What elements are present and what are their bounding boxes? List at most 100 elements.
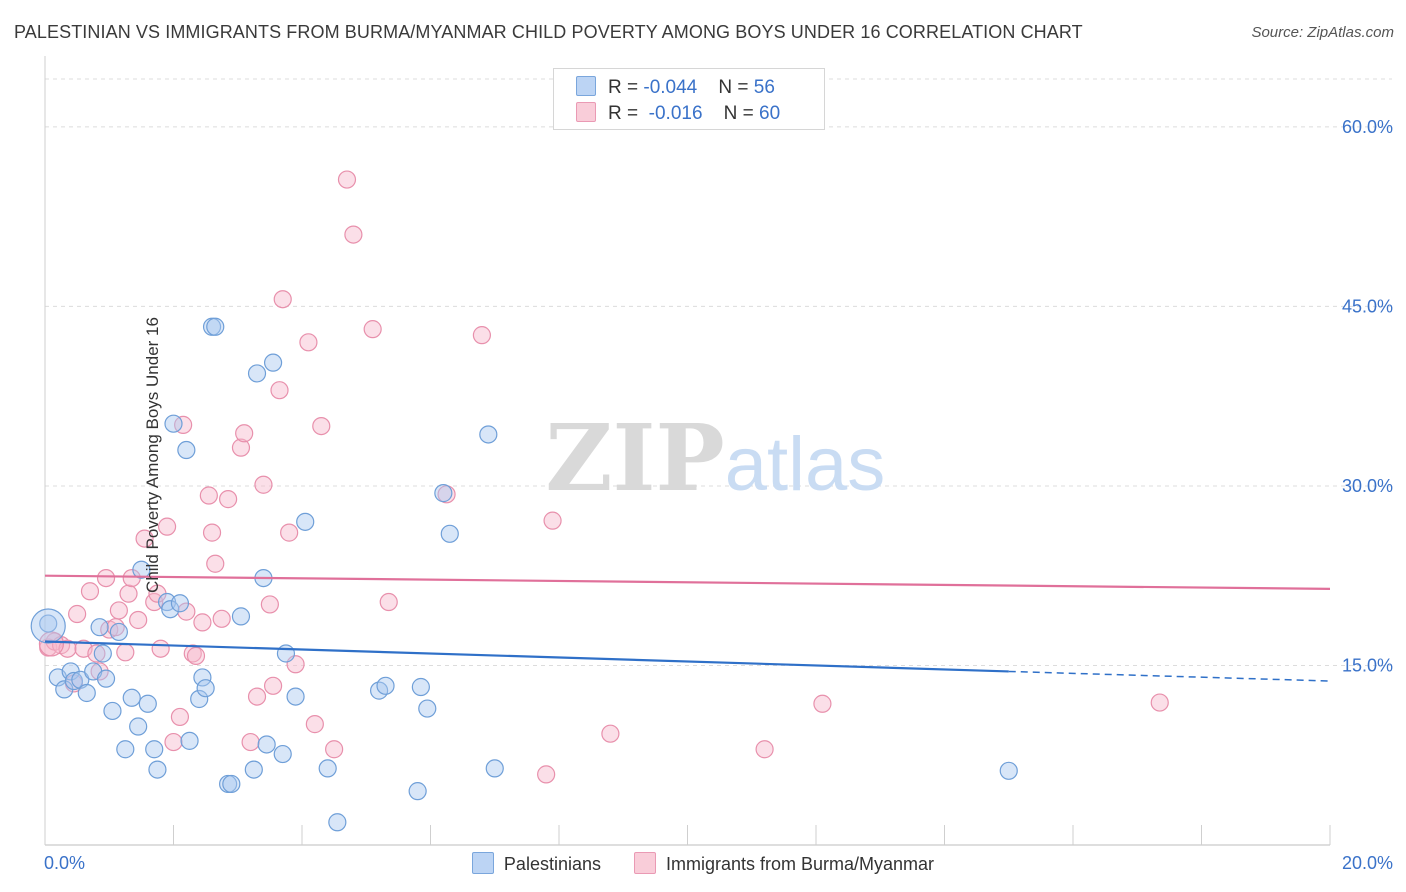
data-point-palestinians bbox=[231, 607, 251, 626]
data-point-burma bbox=[68, 604, 87, 624]
data-point-burma bbox=[202, 523, 222, 542]
data-point-burma bbox=[212, 609, 231, 628]
data-point-palestinians bbox=[39, 614, 58, 633]
data-point-burma bbox=[87, 644, 106, 663]
data-point-palestinians bbox=[129, 717, 148, 736]
tick-labels: 15.0% 30.0% 45.0% 60.0% 0.0% 20.0% bbox=[44, 117, 1393, 873]
data-point-burma bbox=[193, 613, 212, 632]
data-point-burma bbox=[337, 170, 357, 189]
y-tick-label: 45.0% bbox=[1342, 296, 1393, 316]
data-point-palestinians bbox=[96, 669, 116, 688]
data-point-palestinians bbox=[440, 524, 459, 543]
legend-r-value: -0.016 bbox=[648, 103, 703, 124]
data-point-palestinians bbox=[286, 687, 305, 706]
data-point-burma bbox=[537, 765, 556, 784]
data-point-burma bbox=[299, 333, 318, 352]
legend-n-value: 60 bbox=[759, 103, 781, 124]
data-point-palestinians bbox=[164, 414, 183, 433]
data-point-burma bbox=[96, 568, 116, 588]
correlation-legend: R = -0.044 N = 56 R = -0.016 N = 60 bbox=[553, 68, 825, 130]
data-point-burma bbox=[186, 646, 206, 665]
data-point-burma bbox=[1150, 693, 1169, 712]
data-point-palestinians bbox=[263, 353, 283, 372]
data-point-burma bbox=[183, 644, 202, 663]
data-point-burma bbox=[219, 490, 238, 509]
data-point-palestinians bbox=[418, 699, 437, 718]
data-point-palestinians bbox=[190, 689, 209, 709]
legend-item-burma: Immigrants from Burma/Myanmar bbox=[634, 852, 934, 875]
trend-line-palestinians bbox=[44, 640, 1009, 673]
data-point-palestinians bbox=[148, 760, 167, 779]
data-point-burma bbox=[472, 326, 491, 345]
y-axis-label: Child Poverty Among Boys Under 16 bbox=[142, 317, 162, 593]
data-point-burma bbox=[109, 601, 128, 620]
legend-n-label: N = bbox=[723, 103, 760, 124]
data-point-palestinians-large bbox=[30, 608, 66, 644]
legend-swatch-blue bbox=[471, 852, 494, 874]
data-point-palestinians bbox=[116, 740, 135, 759]
data-point-burma bbox=[135, 529, 154, 548]
data-point-palestinians bbox=[122, 688, 141, 707]
data-point-burma bbox=[543, 511, 562, 530]
data-point-palestinians bbox=[103, 701, 122, 721]
data-point-palestinians bbox=[222, 774, 241, 794]
data-point-burma bbox=[813, 694, 832, 713]
x-tick-label: 0.0% bbox=[44, 853, 85, 873]
data-point-palestinians bbox=[145, 740, 164, 759]
data-point-palestinians bbox=[247, 364, 267, 383]
data-point-palestinians bbox=[132, 560, 151, 579]
data-point-palestinians bbox=[328, 813, 347, 832]
data-point-burma bbox=[199, 486, 218, 505]
data-point-palestinians bbox=[206, 317, 225, 336]
watermark: ZIP atlas bbox=[545, 404, 885, 512]
data-point-palestinians bbox=[479, 425, 498, 444]
data-point-palestinians bbox=[376, 676, 395, 695]
data-point-burma bbox=[90, 662, 109, 681]
data-point-palestinians bbox=[109, 622, 128, 642]
axes bbox=[44, 56, 1331, 846]
data-point-palestinians bbox=[177, 440, 196, 460]
data-point-palestinians bbox=[999, 761, 1018, 780]
data-point-palestinians bbox=[180, 731, 199, 750]
data-point-palestinians bbox=[193, 668, 212, 687]
data-point-palestinians bbox=[64, 671, 84, 691]
legend-swatch-pink bbox=[634, 852, 656, 874]
data-point-burma bbox=[312, 416, 331, 436]
series-palestinians-points bbox=[30, 317, 1018, 832]
watermark-zip: ZIP bbox=[545, 404, 724, 512]
legend-n-value: 56 bbox=[753, 77, 775, 98]
trend-line-palestinians-extension bbox=[1008, 670, 1331, 682]
data-point-burma bbox=[170, 707, 190, 727]
data-point-palestinians bbox=[257, 735, 276, 754]
data-point-burma bbox=[601, 724, 620, 743]
trend-line-burma bbox=[44, 574, 1331, 590]
y-tick-label: 30.0% bbox=[1342, 476, 1393, 496]
watermark-atlas: atlas bbox=[725, 422, 886, 507]
data-point-burma bbox=[235, 424, 254, 443]
series-burma-points bbox=[38, 170, 1169, 784]
data-point-palestinians bbox=[408, 782, 427, 801]
data-point-palestinians bbox=[244, 760, 263, 779]
legend-r-label: R = bbox=[608, 77, 644, 98]
data-point-palestinians bbox=[411, 677, 430, 697]
legend-row-burma: R = -0.016 N = 60 bbox=[576, 102, 780, 124]
data-point-burma bbox=[344, 225, 363, 244]
data-point-burma bbox=[305, 715, 324, 734]
data-point-burma bbox=[241, 732, 260, 752]
data-point-palestinians bbox=[170, 594, 190, 613]
legend-label: Immigrants from Burma/Myanmar bbox=[666, 854, 935, 874]
data-point-palestinians bbox=[273, 744, 292, 764]
data-point-burma bbox=[129, 610, 148, 630]
data-point-burma bbox=[116, 643, 135, 662]
data-point-burma bbox=[206, 554, 225, 573]
data-point-burma bbox=[164, 732, 183, 752]
legend-r-label: R = bbox=[608, 103, 644, 124]
data-point-palestinians bbox=[196, 679, 215, 698]
data-point-burma bbox=[174, 415, 193, 434]
data-point-palestinians bbox=[318, 759, 337, 778]
data-point-burma bbox=[263, 676, 283, 695]
chart-title: PALESTINIAN VS IMMIGRANTS FROM BURMA/MYA… bbox=[14, 22, 1083, 42]
data-point-palestinians bbox=[296, 512, 315, 531]
data-point-burma bbox=[280, 523, 299, 542]
